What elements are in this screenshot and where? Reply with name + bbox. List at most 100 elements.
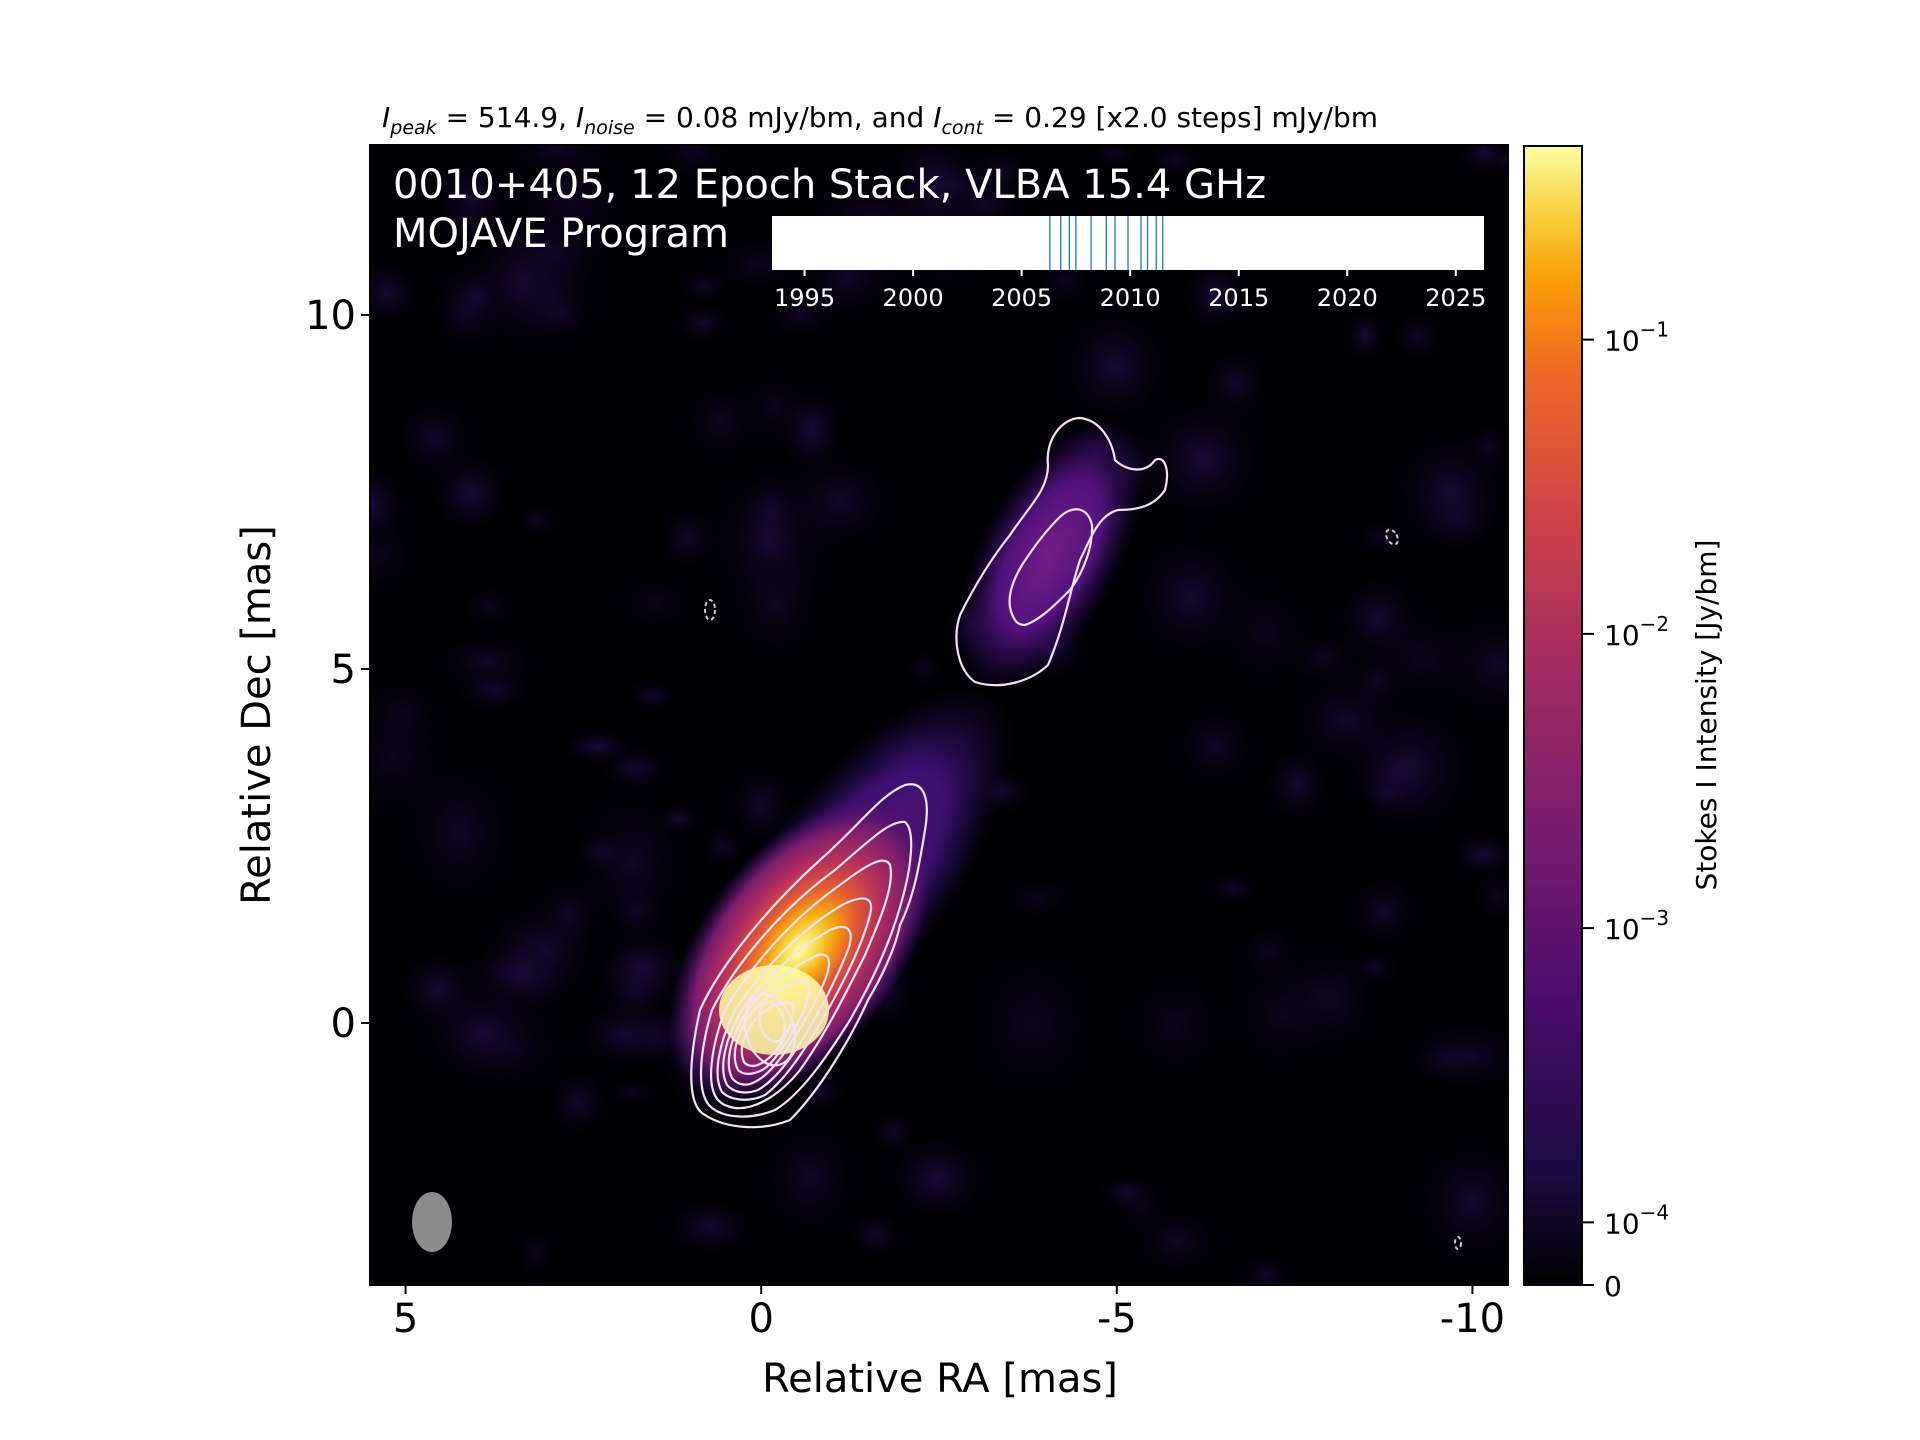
noise-blob [1339, 306, 1391, 366]
noise-blob [1161, 692, 1270, 800]
colorbar-tick-label: 10−4 [1604, 1200, 1669, 1240]
epoch-ticks: 1995 2000 2005 2010 2015 2020 2025 [774, 270, 1486, 312]
noise-blob [506, 1219, 566, 1285]
noise-blob [1117, 518, 1264, 677]
noise-blob [506, 496, 569, 544]
noise-blob [1444, 828, 1508, 882]
noise-blob [746, 1102, 873, 1254]
x-tick-label: 5 [393, 1296, 418, 1342]
noise-blob [1201, 867, 1267, 912]
noise-blob [555, 724, 641, 769]
noise-blob [954, 928, 1112, 1119]
noise-contours [704, 528, 1462, 1250]
contour-3 [710, 859, 893, 1110]
noise-blob [671, 265, 735, 307]
y-tick-label: 5 [331, 647, 356, 693]
epoch-tick-label: 1995 [774, 284, 835, 312]
plot-frame [369, 144, 1509, 1286]
colorbar-gradient [1524, 146, 1582, 1285]
x-tick-label: -5 [1097, 1296, 1137, 1342]
noise-blob [1110, 956, 1242, 1095]
noise-blob [528, 866, 611, 961]
noise-blob [570, 828, 634, 876]
image-plot: 0010+405, 12 Epoch Stack, VLBA 15.4 GHz … [370, 145, 1508, 1285]
colorbar-tick-label: 10−1 [1604, 318, 1669, 358]
noise-blob [1175, 250, 1256, 340]
contour-4 [716, 897, 873, 1101]
contour-5 [722, 925, 852, 1094]
noise-blob [1126, 382, 1279, 537]
noise-blob [420, 625, 555, 699]
noise-blob [406, 970, 559, 1096]
y-tick-label: 10 [305, 293, 356, 339]
noise-blob [537, 1058, 620, 1146]
epoch-tick-label: 2020 [1317, 284, 1378, 312]
x-tick-label: 0 [748, 1296, 773, 1342]
noise-blob [370, 665, 453, 758]
noise-blob [1275, 663, 1414, 779]
noise-blob [602, 562, 709, 644]
noise-blob [652, 1191, 768, 1263]
contour-outer [690, 783, 928, 1129]
epoch-timeline: 1995 2000 2005 2010 2015 2020 2025 [772, 216, 1486, 312]
contour-2 [699, 820, 913, 1118]
noise-blob [1136, 145, 1214, 184]
beam-ellipse [412, 1192, 452, 1252]
epoch-tick-label: 2015 [1208, 284, 1269, 312]
noise-blob [382, 389, 487, 487]
epoch-tick-label: 2005 [991, 284, 1052, 312]
noise-blob [669, 298, 735, 347]
colorbar-label: Stokes I Intensity [Jy/bm] [1690, 540, 1723, 891]
noise-blob [1046, 293, 1184, 440]
colorbar-ticks: 10−1 10−2 10−3 10−4 0 [1582, 318, 1669, 1303]
noise-blob [482, 224, 623, 370]
noise-blob [1105, 1165, 1176, 1244]
source-annotation-line2: MOJAVE Program [393, 211, 729, 257]
noise-blob [1382, 304, 1453, 369]
noise-blob [643, 145, 743, 199]
noise-blob [1088, 145, 1141, 171]
knot-contour-outer [955, 416, 1169, 687]
noise-blob [1234, 1247, 1298, 1285]
noise-blob [899, 642, 950, 693]
noise-blob [667, 370, 776, 473]
noise-blob [452, 576, 527, 637]
colorbar-tick-label: 0 [1604, 1270, 1622, 1303]
noise-blob [1338, 862, 1429, 960]
noise-blob [623, 678, 681, 713]
noise-blob [370, 254, 430, 332]
x-axis-label: Relative RA [mas] [762, 1356, 1118, 1402]
noise-blob [714, 531, 837, 679]
knot-contour-inner [1008, 508, 1094, 627]
x-axis-ticks: 5 0 -5 -10 [393, 1285, 1505, 1342]
colorbar-tick-label: 10−2 [1604, 612, 1669, 652]
noise-blob [1399, 1122, 1508, 1281]
x-tick-label: -10 [1440, 1296, 1505, 1342]
noise-contour [704, 599, 716, 621]
noise-blob [769, 377, 854, 482]
noise-contour [1385, 528, 1399, 546]
y-tick-label: 0 [331, 1001, 356, 1047]
noise-blob [388, 742, 531, 923]
noise-blob [1213, 942, 1351, 1088]
noise-blob [1453, 145, 1508, 182]
epoch-tick-label: 2000 [883, 284, 944, 312]
noise-blob [985, 868, 1090, 929]
epoch-tick-label: 2025 [1425, 284, 1486, 312]
noise-blob [653, 801, 704, 836]
noise-blob [497, 145, 617, 180]
epoch-lines [1049, 216, 1164, 270]
colorbar-frame [1523, 145, 1583, 1286]
chart-title: Ipeak = 514.9, Inoise = 0.08 mJy/bm, and… [382, 101, 1378, 139]
colorbar-tick-label: 10−3 [1604, 906, 1669, 946]
noise-blob [863, 1104, 925, 1160]
epoch-tick-label: 2010 [1100, 284, 1161, 312]
noise-contour [1454, 1236, 1462, 1250]
noise-blob [877, 145, 990, 239]
colorbar: 10−1 10−2 10−3 10−4 0 Stokes I Intensity [Jy… [1523, 145, 1723, 1303]
noise-blob [1461, 414, 1508, 479]
y-axis-ticks: 0 5 10 [305, 293, 370, 1047]
noise-blob [370, 455, 415, 555]
knot-glow [956, 418, 1144, 692]
